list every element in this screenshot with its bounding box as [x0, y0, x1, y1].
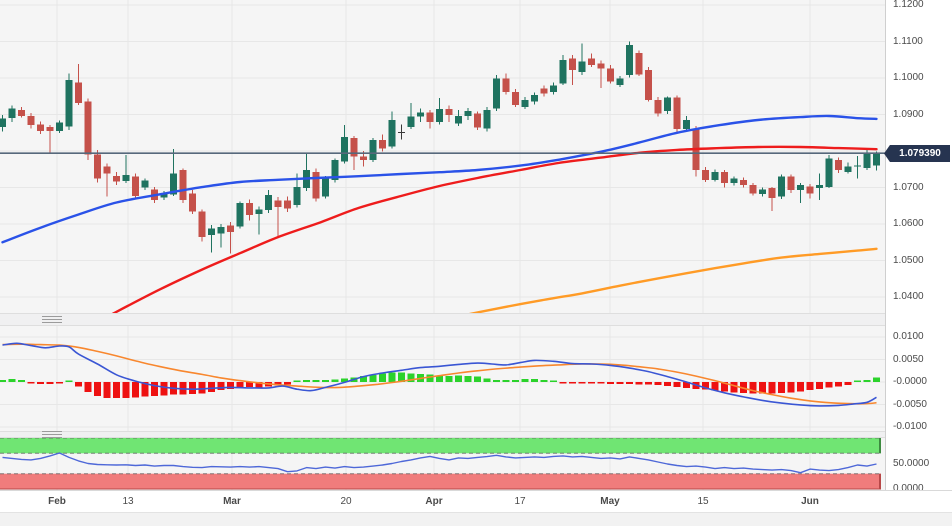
macd-tick-label: -0.0050 — [893, 398, 927, 410]
time-tick-label: Jun — [801, 496, 819, 507]
panel-separator[interactable] — [0, 313, 885, 326]
bottom-strip — [0, 512, 952, 526]
price-tick-label: 1.0900 — [893, 108, 924, 120]
macd-tick-label: 0.0050 — [893, 353, 924, 365]
price-tick-label: 1.0500 — [893, 254, 924, 266]
price-tick-label: 1.0400 — [893, 291, 924, 302]
last-price-label: 1.079390 — [884, 145, 950, 162]
time-tick-label: Mar — [223, 496, 241, 507]
price-tick-label: 1.1000 — [893, 72, 924, 83]
time-tick-label: Apr — [425, 496, 443, 507]
time-tick-label: 15 — [697, 496, 709, 507]
price-tick-label: 1.0600 — [893, 218, 924, 229]
time-tick-label: 17 — [514, 496, 526, 507]
rsi-tick-label: 0.0000 — [893, 483, 924, 494]
rsi-tick-label: 50.0000 — [893, 457, 930, 469]
time-tick-label: May — [600, 496, 620, 507]
time-axis[interactable]: Feb 13 Mar 20 Apr 17 May 15 Jun — [0, 490, 952, 512]
time-tick-label: 13 — [122, 496, 134, 507]
macd-tick-label: -0.0000 — [893, 376, 927, 387]
panel-resize-handle[interactable] — [42, 431, 62, 438]
macd-tick-label: -0.0100 — [893, 421, 927, 432]
panel-resize-handle[interactable] — [42, 316, 62, 323]
price-axis[interactable]: 1.1200 1.1100 1.1000 1.0900 1.0700 1.0600 1.05… — [885, 0, 952, 494]
time-tick-label: 20 — [340, 496, 352, 507]
price-tick-label: 1.1200 — [893, 0, 924, 10]
price-tick-label: 1.1100 — [893, 35, 923, 47]
macd-tick-label: 0.0100 — [893, 331, 924, 342]
price-tick-label: 1.0700 — [893, 181, 924, 193]
time-tick-label: Feb — [48, 496, 66, 507]
panel-separator[interactable] — [0, 431, 885, 438]
